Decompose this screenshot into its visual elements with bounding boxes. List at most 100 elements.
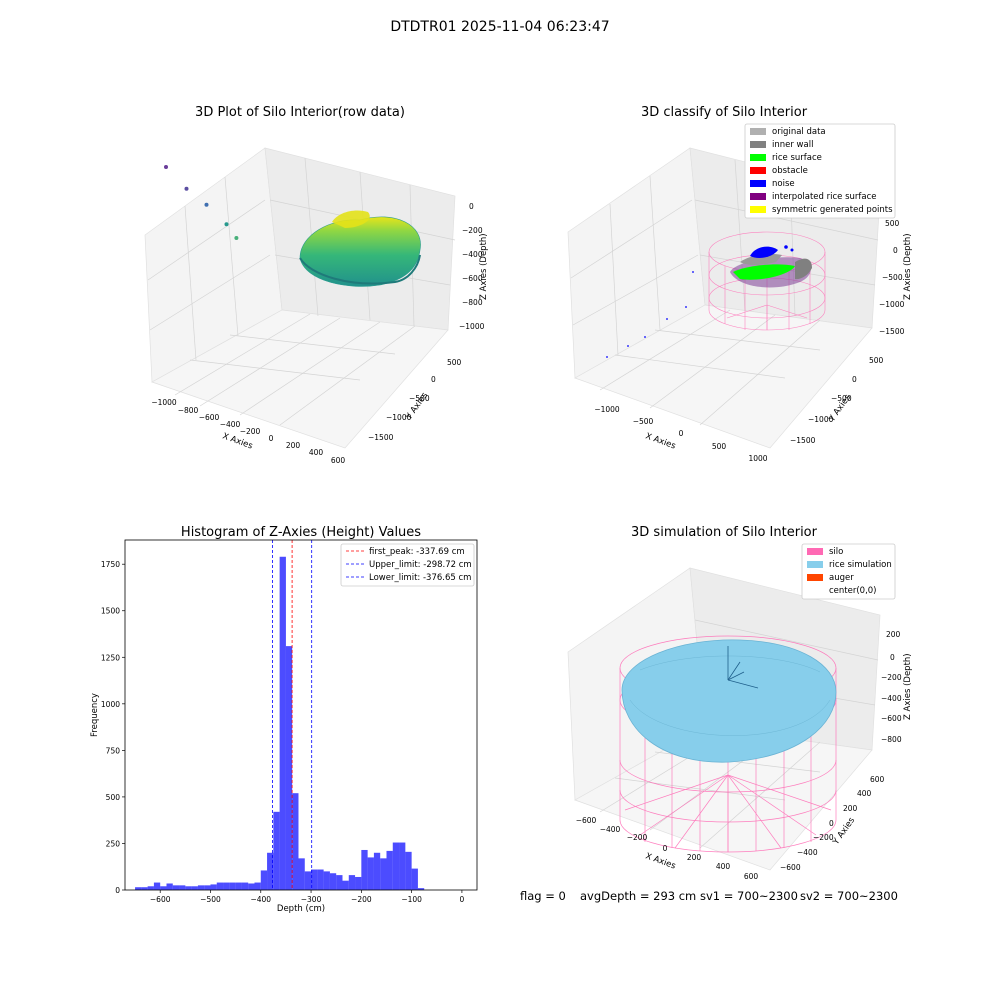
x-tick: 0 [663, 844, 668, 853]
z-tick: 0 [890, 653, 895, 662]
y-tick: 200 [843, 804, 858, 813]
histogram-bar [160, 886, 167, 890]
z-tick: −200 [881, 673, 902, 682]
legend-swatch [807, 574, 823, 581]
histogram-bar [285, 646, 293, 890]
histogram-bar [248, 883, 255, 890]
x-tick-label: −300 [301, 895, 322, 904]
histogram-bar [392, 842, 400, 890]
y-tick: 500 [447, 358, 462, 367]
y-tick-label: 250 [106, 839, 121, 848]
raw-y-ticks: 500 0 −500 −1000 −1500 [368, 358, 462, 442]
x-tick: −500 [633, 417, 654, 426]
histogram-bar [241, 882, 249, 890]
x-tick-label: −100 [401, 895, 422, 904]
histogram-bar [304, 871, 312, 890]
histogram-ylabel: Frequency [90, 693, 100, 737]
z-tick: −1000 [459, 322, 485, 331]
histogram-legend: first_peak: -337.69 cm Upper_limit: -298.… [340, 543, 475, 587]
histogram-bar [223, 882, 230, 890]
z-tick: 200 [886, 630, 901, 639]
histogram-bar [210, 884, 217, 890]
legend-label: obstacle [772, 166, 808, 176]
x-tick: 400 [716, 862, 731, 871]
outlier-point [234, 236, 239, 240]
legend-label: Lower_limit: -376.65 cm [369, 573, 471, 583]
legend-swatch [807, 548, 823, 555]
classify-z-ticks: 500 0 −500 −1000 −1500 [879, 219, 905, 336]
legend-label: rice surface [772, 153, 822, 163]
histogram-bar [323, 871, 330, 890]
histogram-title: Histogram of Z-Axies (Height) Values [181, 525, 421, 540]
histogram-x-ticks: −600 −500 −400 −300 −200 −100 0 [150, 890, 465, 904]
histogram-y-ticks: 0 250 500 750 1000 1250 1500 1750 [101, 560, 125, 895]
y-tick: −1500 [790, 436, 816, 445]
z-tick: −400 [462, 250, 483, 259]
legend-swatch [750, 154, 766, 161]
histogram-bar [373, 852, 381, 890]
y-tick-label: 1250 [101, 653, 120, 662]
legend-swatch [807, 561, 823, 568]
histogram-bar [166, 883, 173, 890]
histogram-bar [380, 858, 387, 890]
histogram-bar [204, 885, 211, 890]
legend-swatch [750, 193, 766, 200]
y-tick: 600 [870, 775, 885, 784]
x-tick: −400 [600, 825, 621, 834]
x-tick: −1000 [151, 398, 177, 407]
classify-zlabel: Z Axies (Depth) [903, 233, 913, 300]
histogram-bar [342, 880, 349, 890]
histogram-bar [348, 875, 356, 890]
x-tick: −600 [576, 816, 597, 825]
auger-center-marker [727, 646, 759, 689]
y-tick: −200 [813, 833, 834, 842]
x-tick: 0 [269, 434, 274, 443]
y-tick: −500 [409, 394, 430, 403]
histogram-bar [179, 885, 186, 890]
raw-x-ticks: −1000 −800 −600 −400 −200 0 200 400 600 [151, 398, 345, 465]
histogram-bar [235, 882, 242, 890]
histogram-frame [124, 539, 478, 891]
y-tick: −1000 [808, 415, 834, 424]
histogram-bar [367, 857, 374, 890]
z-tick: −400 [881, 694, 902, 703]
x-tick-label: 0 [460, 895, 465, 904]
flag-readout: flag = 0 [520, 889, 566, 903]
z-tick: −600 [462, 274, 483, 283]
z-tick: 500 [885, 219, 900, 228]
z-tick: −200 [462, 226, 483, 235]
z-tick: −800 [881, 735, 902, 744]
histogram-bar [329, 873, 337, 890]
simulation-ylabel: Y Axies [831, 815, 858, 847]
histogram-bar [135, 887, 142, 890]
simulation-legend: silo rice simulation auger center(0,0) [801, 543, 896, 600]
outlier-point [224, 222, 229, 227]
histogram-bar [172, 885, 180, 890]
x-tick: 600 [331, 456, 346, 465]
raw-surface-blob [299, 210, 421, 287]
y-tick-label: 750 [106, 746, 121, 755]
y-tick-label: 1000 [101, 700, 120, 709]
legend-label: first_peak: -337.69 cm [369, 547, 465, 557]
histogram-xlabel: Depth (cm) [277, 904, 325, 914]
y-tick: −1500 [368, 433, 394, 442]
panel-raw-title: 3D Plot of Silo Interior(row data) [195, 105, 405, 120]
sv2-readout: sv2 = 700~2300 [800, 889, 898, 903]
simulation-xlabel: X Axies [644, 851, 677, 871]
histogram-bar [355, 876, 362, 890]
histogram-bar [254, 882, 261, 890]
legend-swatch [750, 167, 766, 174]
z-tick: −1000 [879, 300, 905, 309]
legend-label: noise [772, 179, 795, 189]
z-tick: −600 [881, 714, 902, 723]
x-tick: −200 [240, 427, 261, 436]
panel-simulation-title: 3D simulation of Silo Interior [631, 525, 818, 540]
histogram-bar [279, 556, 286, 890]
outlier-point [204, 202, 209, 207]
x-tick: 200 [286, 441, 301, 450]
histogram-bar [311, 869, 318, 890]
histogram-bar [147, 886, 154, 890]
panel-classify-title: 3D classify of Silo Interior [641, 105, 808, 120]
legend-label: symmetric generated points [772, 205, 893, 215]
histogram-bar [185, 886, 192, 890]
